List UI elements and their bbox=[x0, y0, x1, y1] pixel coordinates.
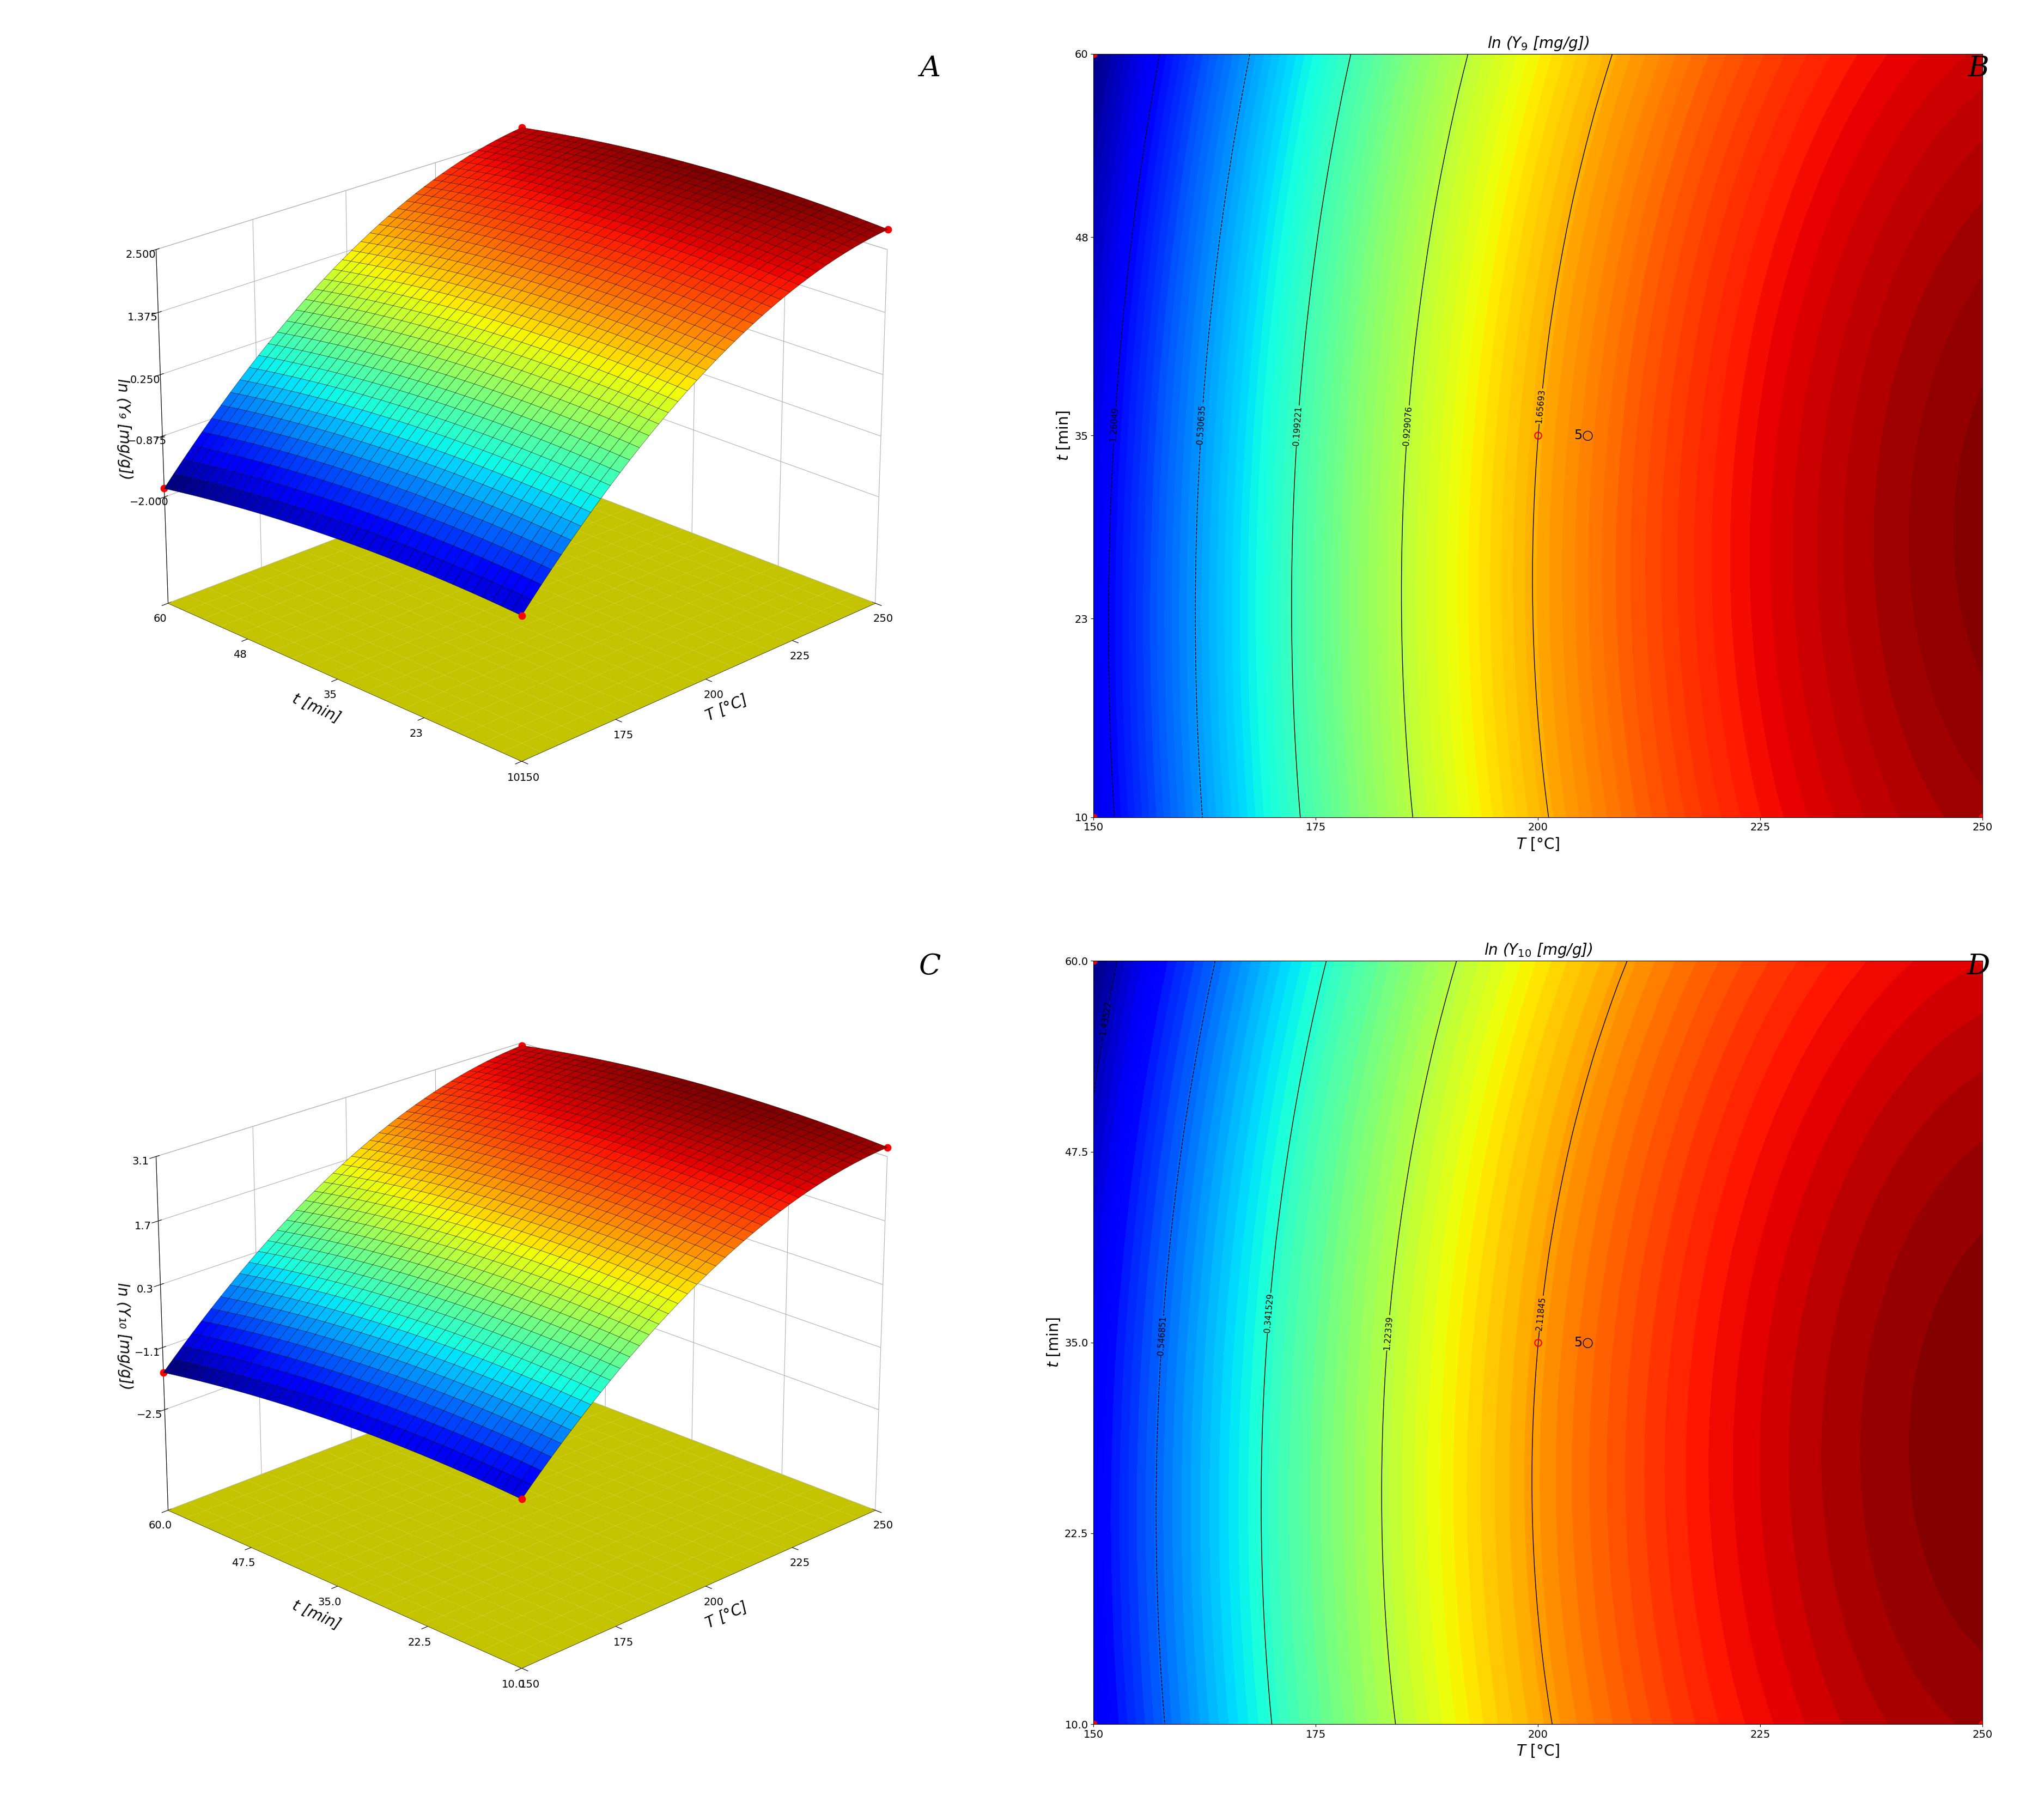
Text: -1.26049: -1.26049 bbox=[1110, 408, 1120, 445]
Text: B: B bbox=[1968, 54, 1989, 83]
Text: -1.43522: -1.43522 bbox=[1100, 1000, 1114, 1038]
Text: 0.199221: 0.199221 bbox=[1292, 406, 1304, 445]
Text: 1.22339: 1.22339 bbox=[1382, 1315, 1394, 1351]
Title: ln ($Y_9$ [mg/g]): ln ($Y_9$ [mg/g]) bbox=[1488, 34, 1588, 52]
Text: 5○: 5○ bbox=[1574, 1336, 1592, 1349]
Text: -0.546851: -0.546851 bbox=[1157, 1316, 1167, 1360]
Text: -0.530635: -0.530635 bbox=[1196, 404, 1206, 447]
X-axis label: T [°C]: T [°C] bbox=[703, 691, 750, 724]
Text: 0.341529: 0.341529 bbox=[1263, 1293, 1275, 1333]
Text: C: C bbox=[920, 952, 940, 981]
Text: 5○: 5○ bbox=[1574, 429, 1592, 442]
Text: 0.929076: 0.929076 bbox=[1402, 406, 1412, 445]
Y-axis label: t [min]: t [min] bbox=[290, 691, 343, 726]
X-axis label: $T$ [°C]: $T$ [°C] bbox=[1517, 1742, 1560, 1760]
Y-axis label: $t$ [min]: $t$ [min] bbox=[1055, 409, 1071, 462]
Text: 1.65693: 1.65693 bbox=[1535, 388, 1547, 424]
Y-axis label: t [min]: t [min] bbox=[290, 1598, 343, 1633]
Title: ln ($Y_{10}$ [mg/g]): ln ($Y_{10}$ [mg/g]) bbox=[1484, 941, 1592, 959]
Y-axis label: $t$ [min]: $t$ [min] bbox=[1044, 1316, 1061, 1369]
Text: A: A bbox=[920, 54, 940, 83]
Text: D: D bbox=[1966, 952, 1991, 981]
X-axis label: T [°C]: T [°C] bbox=[703, 1598, 750, 1631]
Text: 2.11845: 2.11845 bbox=[1535, 1295, 1547, 1331]
X-axis label: $T$ [°C]: $T$ [°C] bbox=[1517, 835, 1560, 853]
